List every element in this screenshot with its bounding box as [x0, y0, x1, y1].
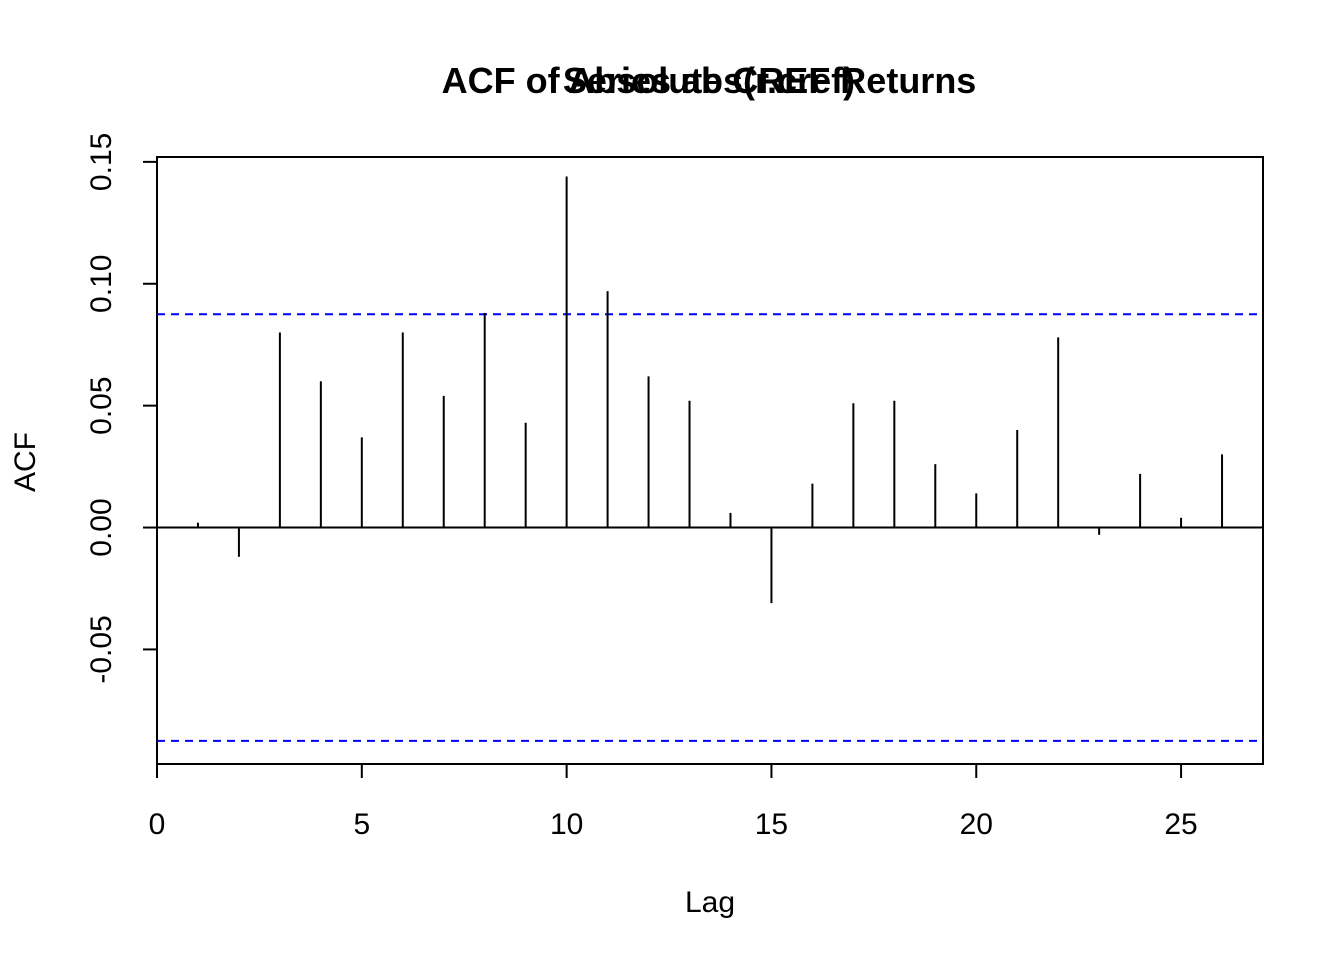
x-tick-label: 25 — [1164, 808, 1197, 841]
chart-title-primary: ACF of Absolute CREF Returns — [442, 60, 977, 101]
acf-bars — [196, 176, 1224, 604]
x-tick-label: 15 — [755, 808, 788, 841]
confidence-bounds — [157, 313, 1263, 742]
chart-title-secondary: Series abs(r.cref) — [563, 60, 855, 101]
plot-area-border — [156, 156, 1264, 765]
x-axis-ticks: 0 5 10 15 20 25 — [149, 764, 1198, 841]
y-tick-label: 0.15 — [85, 133, 118, 191]
x-tick-label: 0 — [149, 808, 166, 841]
y-tick-label: 0.10 — [85, 255, 118, 313]
y-tick-label: -0.05 — [85, 615, 118, 683]
x-tick-label: 10 — [550, 808, 583, 841]
x-tick-label: 20 — [960, 808, 993, 841]
y-axis-title: ACF — [9, 432, 42, 492]
y-axis-ticks: -0.05 0.00 0.05 0.10 0.15 — [85, 133, 157, 684]
x-tick-label: 5 — [353, 808, 370, 841]
y-tick-label: 0.05 — [85, 376, 118, 434]
y-tick-label: 0.00 — [85, 498, 118, 556]
x-axis-title: Lag — [685, 886, 735, 919]
